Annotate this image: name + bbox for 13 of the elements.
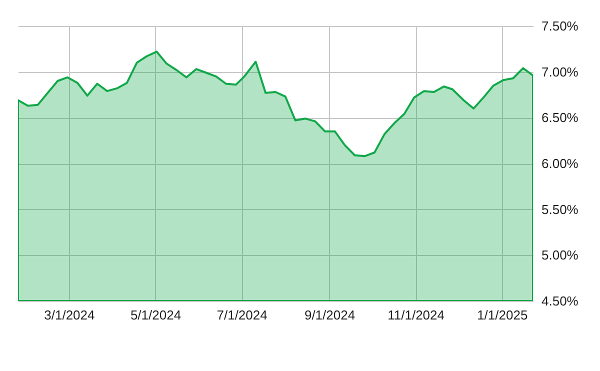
y-tick-label: 6.50% (542, 110, 579, 126)
x-tick-label: 9/1/2024 (304, 308, 356, 322)
x-tick-label: 11/1/2024 (388, 308, 445, 322)
y-tick-label: 5.50% (542, 202, 579, 217)
y-tick-label: 4.50% (542, 294, 579, 308)
x-tick-label: 3/1/2024 (44, 308, 95, 322)
x-tick-label: 7/1/2024 (216, 308, 268, 322)
y-tick-label: 7.50% (542, 18, 579, 34)
y-tick-label: 6.00% (542, 156, 579, 171)
x-tick-label: 5/1/2024 (130, 308, 182, 322)
y-tick-label: 5.00% (542, 248, 579, 263)
x-tick-label: 1/1/2025 (477, 308, 528, 322)
y-tick-label: 7.00% (542, 64, 579, 80)
